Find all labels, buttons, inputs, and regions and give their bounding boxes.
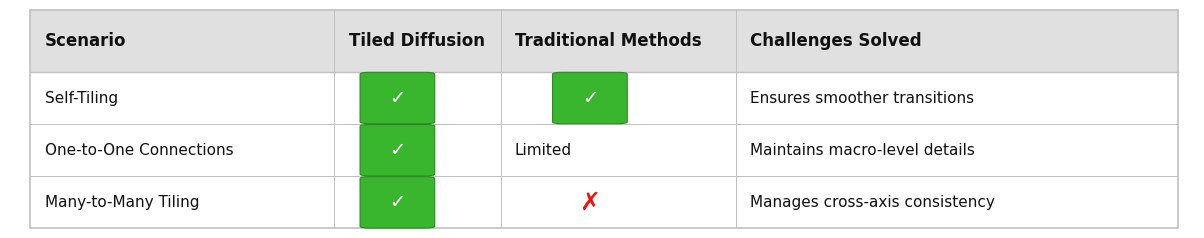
Text: Challenges Solved: Challenges Solved	[750, 32, 922, 50]
Text: ✗: ✗	[579, 190, 601, 214]
Text: Traditional Methods: Traditional Methods	[515, 32, 702, 50]
Text: Many-to-Many Tiling: Many-to-Many Tiling	[45, 195, 199, 210]
FancyBboxPatch shape	[553, 72, 627, 124]
FancyBboxPatch shape	[30, 10, 1178, 72]
FancyBboxPatch shape	[360, 124, 435, 176]
Text: Maintains macro-level details: Maintains macro-level details	[750, 143, 975, 158]
Text: Scenario: Scenario	[45, 32, 126, 50]
Text: One-to-One Connections: One-to-One Connections	[45, 143, 234, 158]
FancyBboxPatch shape	[30, 124, 1178, 176]
FancyBboxPatch shape	[360, 72, 435, 124]
Text: Tiled Diffusion: Tiled Diffusion	[349, 32, 485, 50]
FancyBboxPatch shape	[360, 177, 435, 228]
FancyBboxPatch shape	[30, 72, 1178, 124]
Text: ✓: ✓	[389, 141, 406, 160]
Text: ✓: ✓	[389, 89, 406, 108]
Text: ✓: ✓	[582, 89, 598, 108]
Text: Self-Tiling: Self-Tiling	[45, 90, 118, 105]
Text: Manages cross-axis consistency: Manages cross-axis consistency	[750, 195, 995, 210]
Text: Limited: Limited	[515, 143, 572, 158]
Text: Ensures smoother transitions: Ensures smoother transitions	[750, 90, 974, 105]
Text: ✓: ✓	[389, 193, 406, 212]
FancyBboxPatch shape	[30, 176, 1178, 228]
